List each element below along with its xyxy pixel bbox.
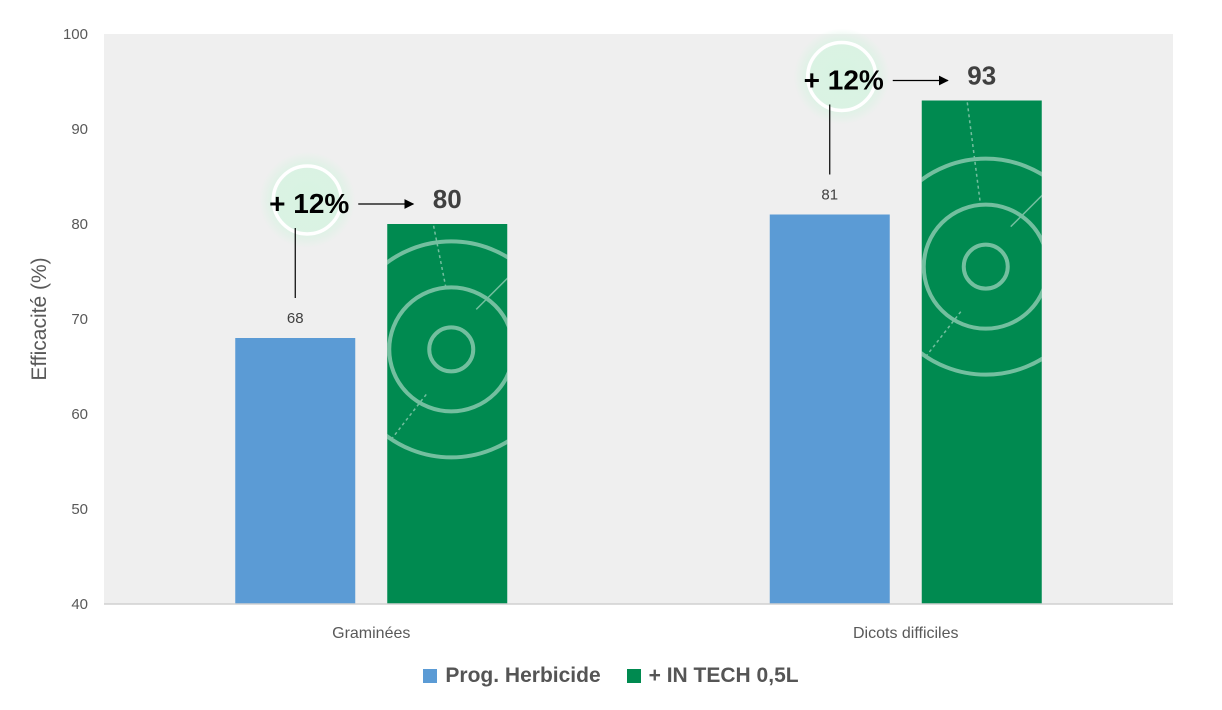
annotation-percent: + 12%: [269, 188, 349, 219]
target-ring: [921, 156, 1042, 377]
bar-prog-herbicide: [235, 338, 356, 604]
y-tick-label: 70: [71, 311, 88, 328]
target-line: [1010, 194, 1042, 228]
bar-target-pattern: [921, 100, 1042, 377]
bar-prog-herbicide: [769, 214, 890, 604]
legend-swatch-green: [626, 669, 641, 683]
annotation-ring: [271, 164, 343, 236]
legend-item-in-tech: + IN TECH 0,5L: [626, 664, 799, 688]
target-line: [966, 100, 982, 207]
y-axis: 40 50 60 70 80 90 100: [63, 26, 88, 613]
bars: 68 80 81 93: [235, 61, 1042, 604]
data-label-in-tech: 80: [433, 184, 462, 214]
annotation-percent: + 12%: [804, 65, 884, 96]
legend-swatch-blue: [423, 669, 438, 683]
target-ring: [427, 325, 476, 374]
target-ring: [387, 239, 508, 460]
x-tick-label: Dicots difficiles: [853, 625, 959, 642]
bar-in-tech: [921, 100, 1042, 604]
data-label-prog-herbicide: 68: [287, 310, 304, 327]
legend: Prog. Herbicide + IN TECH 0,5L: [0, 664, 1222, 688]
y-tick-label: 40: [71, 596, 88, 613]
y-tick-label: 60: [71, 406, 88, 423]
y-tick-label: 80: [71, 216, 88, 233]
target-ring: [387, 285, 508, 414]
bar-in-tech: [387, 224, 508, 604]
x-axis: Graminées Dicots difficiles: [332, 625, 958, 642]
legend-item-prog-herbicide: Prog. Herbicide: [423, 664, 601, 688]
target-line: [475, 277, 508, 310]
x-tick-label: Graminées: [332, 625, 410, 642]
y-tick-label: 50: [71, 501, 88, 518]
y-tick-label: 90: [71, 121, 88, 138]
annotations: + 12% + 12%: [259, 28, 949, 298]
y-tick-label: 100: [63, 26, 88, 43]
target-line: [432, 224, 447, 290]
legend-label: + IN TECH 0,5L: [648, 664, 799, 687]
target-ring: [921, 202, 1042, 331]
annotation-ring: [806, 40, 878, 113]
data-label-in-tech: 93: [967, 61, 996, 91]
target-ring: [961, 242, 1010, 291]
bar-target-pattern: [387, 224, 508, 460]
y-axis-label: Efficacité (%): [28, 257, 51, 380]
data-label-prog-herbicide: 81: [821, 187, 838, 204]
legend-label: Prog. Herbicide: [445, 664, 601, 687]
